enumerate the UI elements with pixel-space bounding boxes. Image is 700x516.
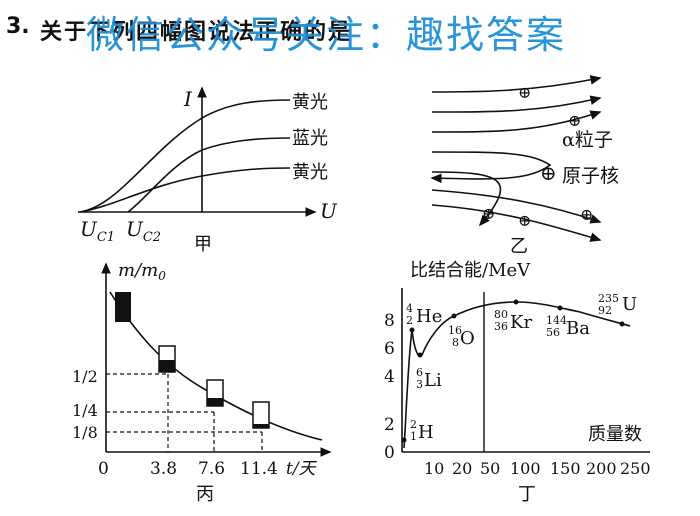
question-number: 3. [6, 14, 30, 39]
ding-caption: 丁 [518, 484, 536, 505]
bing-xtick-1: 3.8 [150, 459, 177, 479]
svg-text:235: 235 [598, 292, 619, 305]
bing-xtick-3: 11.4 [240, 459, 278, 479]
svg-text:3: 3 [416, 378, 423, 391]
yi-track-5 [431, 171, 502, 227]
svg-text:36: 36 [494, 320, 508, 333]
figure-ding: 比结合能/MeV 0 2 4 6 8 10 20 50 100 150 200 … [384, 260, 651, 505]
jia-x-label: U [320, 199, 338, 223]
bing-ytick-quarter: 1/4 [72, 401, 98, 420]
bing-guide-lines [106, 373, 263, 452]
svg-text:Li: Li [424, 370, 442, 391]
bing-sample-1-fill [159, 360, 175, 372]
jia-y-label: I [183, 87, 193, 111]
svg-text:16: 16 [448, 324, 462, 337]
yi-alpha-1: ⊕ [518, 83, 531, 102]
jia-curve-label-1: 黄光 [292, 92, 328, 113]
yi-nucleus-label: 原子核 [562, 165, 619, 187]
svg-text:H: H [418, 422, 434, 443]
jia-tick-uc2: UC2 [126, 217, 161, 245]
ding-x-label: 质量数 [588, 424, 642, 445]
svg-text:Kr: Kr [510, 312, 532, 333]
svg-text:8: 8 [452, 336, 459, 349]
ding-ytick-0: 0 [384, 443, 395, 463]
svg-text:2: 2 [410, 418, 417, 431]
bing-y-label: m/m0 [118, 260, 166, 283]
jia-curve-yellow-strong [79, 99, 291, 213]
ding-nuclide-h: 2 1 H [410, 418, 434, 443]
ding-y-label: 比结合能/MeV [410, 260, 531, 281]
bing-sample-2-fill [207, 398, 223, 406]
bing-xtick-2: 7.6 [198, 459, 225, 479]
yi-track-6 [431, 189, 602, 224]
yi-alpha-2: ⊕ [568, 111, 581, 130]
ding-nuclide-u: 235 92 U [598, 292, 637, 317]
jia-tick-uc1: UC1 [80, 217, 115, 245]
bing-xtick-0: 0 [98, 459, 109, 479]
yi-alpha-5: ⊕ [580, 205, 593, 224]
yi-alpha-3: ⊕ [482, 204, 495, 223]
ding-ytick-2: 2 [384, 415, 395, 435]
svg-text:56: 56 [546, 326, 560, 339]
yi-track-3 [431, 110, 602, 133]
yi-track-1 [431, 75, 602, 93]
jia-curve-blue [127, 137, 291, 213]
bing-ytick-eighth: 1/8 [72, 423, 98, 442]
yi-caption: 乙 [510, 236, 528, 257]
ding-xtick-20: 20 [452, 459, 472, 478]
ding-xtick-200: 200 [586, 459, 617, 478]
svg-text:2: 2 [406, 314, 413, 327]
ding-nuclide-kr: 80 36 Kr [494, 308, 532, 333]
ding-nuclide-o: 16 8 O [448, 324, 475, 349]
svg-text:U: U [622, 294, 637, 315]
figure-bing: m/m0 1/2 1/4 1/8 0 3.8 7.6 11.4 t/天 丙 [72, 260, 332, 505]
svg-text:144: 144 [546, 314, 567, 327]
ding-nuclide-he: 4 2 He [406, 302, 442, 327]
svg-text:He: He [416, 306, 442, 327]
ding-xtick-10: 10 [424, 459, 444, 478]
ding-ytick-6: 6 [384, 339, 395, 359]
bing-caption: 丙 [196, 484, 214, 505]
figure-yi: ⊕ ⊕ ⊕ ⊕ ⊕ ⊕ α粒子 原子核 乙 [430, 75, 619, 257]
bing-sample-3-fill [253, 424, 269, 428]
watermark: 微信公众号关注：趣找答案 [86, 13, 567, 57]
svg-text:4: 4 [406, 302, 413, 315]
svg-text:6: 6 [416, 366, 423, 379]
yi-track-4 [430, 151, 552, 184]
svg-text:1: 1 [410, 430, 417, 443]
svg-text:92: 92 [598, 304, 612, 317]
question-text: 关于下列四幅图说法正确的是 [40, 20, 353, 45]
ding-xtick-250: 250 [620, 459, 651, 478]
bing-sample-0 [115, 292, 131, 322]
bing-decay-curve [109, 291, 323, 441]
yi-track-2 [431, 95, 602, 113]
svg-text:O: O [460, 328, 475, 349]
svg-text:80: 80 [494, 308, 508, 321]
ding-nuclide-ba: 144 56 Ba [546, 314, 590, 339]
jia-curve-label-3: 黄光 [292, 162, 328, 183]
ding-xtick-150: 150 [550, 459, 581, 478]
figure-jia: I U 黄光 蓝光 黄光 UC1 UC2 甲 [78, 86, 338, 255]
ding-points [401, 299, 625, 443]
yi-track-7 [431, 204, 602, 242]
bing-x-label: t/天 [286, 459, 318, 479]
yi-nucleus-symbol: ⊕ [540, 161, 557, 185]
jia-curve-label-2: 蓝光 [292, 128, 328, 149]
jia-caption: 甲 [194, 234, 212, 255]
ding-ytick-8: 8 [384, 311, 395, 331]
bing-ytick-half: 1/2 [72, 367, 98, 386]
jia-curve-yellow-weak [79, 167, 291, 213]
ding-xtick-50: 50 [480, 459, 500, 478]
ding-nuclide-li: 6 3 Li [416, 366, 442, 391]
yi-alpha-label: α粒子 [562, 129, 613, 151]
ding-xtick-100: 100 [510, 459, 541, 478]
svg-text:Ba: Ba [566, 318, 590, 339]
ding-ytick-4: 4 [384, 367, 395, 387]
yi-alpha-4: ⊕ [518, 211, 531, 230]
